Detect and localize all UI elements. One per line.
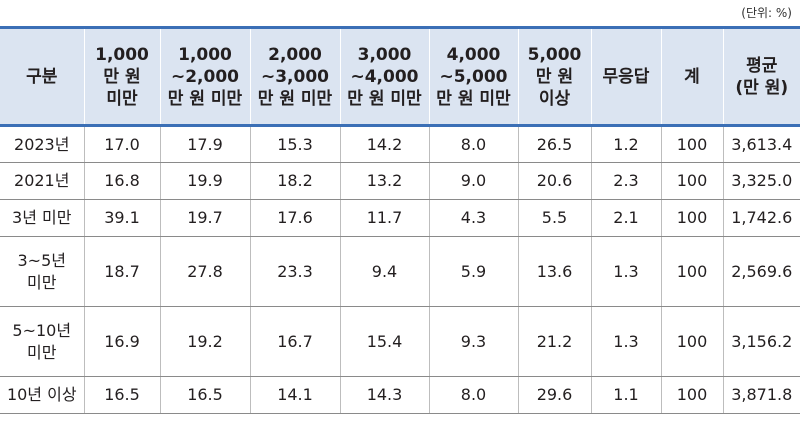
table-cell: 21.2 (517, 306, 591, 377)
table-cell: 100 (660, 306, 723, 377)
table-cell: 4.3 (428, 199, 518, 237)
unit-label: (단위: %) (741, 6, 792, 20)
table-cell: 9.0 (428, 162, 518, 200)
header-under-1000: 1,000 만 원 미만 (83, 26, 160, 127)
table-cell: 18.7 (83, 236, 160, 307)
table-cell: 2.3 (590, 162, 661, 200)
table-cell: 16.7 (249, 306, 340, 377)
table-cell: 19.7 (159, 199, 250, 237)
table-cell: 8.0 (428, 376, 518, 414)
header-2000-3000: 2,000 ~3,000 만 원 미만 (249, 26, 340, 127)
row-label: 5~10년 미만 (0, 306, 84, 377)
table-cell: 16.5 (159, 376, 250, 414)
table-cell: 1.3 (590, 306, 661, 377)
table-row: 10년 이상 16.5 16.5 14.1 14.3 8.0 29.6 1.1 … (0, 376, 800, 414)
table-cell: 11.7 (339, 199, 429, 237)
table-row: 5~10년 미만 16.9 19.2 16.7 15.4 9.3 21.2 1.3… (0, 306, 800, 377)
header-1000-2000: 1,000 ~2,000 만 원 미만 (159, 26, 250, 127)
table-cell: 26.5 (517, 125, 591, 163)
header-average: 평균 (만 원) (722, 26, 800, 127)
table-cell: 23.3 (249, 236, 340, 307)
table-cell: 17.9 (159, 125, 250, 163)
table-cell: 14.3 (339, 376, 429, 414)
table-cell: 1.3 (590, 236, 661, 307)
table-cell: 100 (660, 162, 723, 200)
table-cell: 29.6 (517, 376, 591, 414)
table-cell: 17.0 (83, 125, 160, 163)
row-label: 3년 미만 (0, 199, 84, 237)
table-row: 2021년 16.8 19.9 18.2 13.2 9.0 20.6 2.3 1… (0, 162, 800, 200)
table-cell: 5.9 (428, 236, 518, 307)
row-label: 2021년 (0, 162, 84, 200)
table-cell: 100 (660, 125, 723, 163)
table-cell: 19.9 (159, 162, 250, 200)
table-cell: 15.3 (249, 125, 340, 163)
header-row: 구분 1,000 만 원 미만 1,000 ~2,000 만 원 미만 2,000 ~3,… (0, 26, 800, 127)
table-cell: 2.1 (590, 199, 661, 237)
table-cell: 1,742.6 (722, 199, 800, 237)
table-cell: 15.4 (339, 306, 429, 377)
row-label: 10년 이상 (0, 376, 84, 414)
table-cell: 1.2 (590, 125, 661, 163)
table-cell: 3,871.8 (722, 376, 800, 414)
table-cell: 100 (660, 376, 723, 414)
table-cell: 39.1 (83, 199, 160, 237)
table-cell: 3,156.2 (722, 306, 800, 377)
row-label: 3~5년 미만 (0, 236, 84, 307)
table-cell: 5.5 (517, 199, 591, 237)
table-cell: 14.1 (249, 376, 340, 414)
table-row: 3년 미만 39.1 19.7 17.6 11.7 4.3 5.5 2.1 10… (0, 199, 800, 237)
header-category: 구분 (0, 26, 84, 127)
table-cell: 1.1 (590, 376, 661, 414)
table-cell: 16.5 (83, 376, 160, 414)
table-cell: 3,325.0 (722, 162, 800, 200)
table-row: 2023년 17.0 17.9 15.3 14.2 8.0 26.5 1.2 1… (0, 125, 800, 163)
header-3000-4000: 3,000 ~4,000 만 원 미만 (339, 26, 429, 127)
table-cell: 8.0 (428, 125, 518, 163)
table-cell: 100 (660, 199, 723, 237)
income-distribution-table: 구분 1,000 만 원 미만 1,000 ~2,000 만 원 미만 2,000 ~3,… (0, 26, 800, 414)
header-4000-5000: 4,000 ~5,000 만 원 미만 (428, 26, 518, 127)
table-cell: 9.4 (339, 236, 429, 307)
table-cell: 18.2 (249, 162, 340, 200)
table-cell: 9.3 (428, 306, 518, 377)
table-cell: 100 (660, 236, 723, 307)
header-total: 계 (660, 26, 723, 127)
table-cell: 16.9 (83, 306, 160, 377)
table-row: 3~5년 미만 18.7 27.8 23.3 9.4 5.9 13.6 1.3 1… (0, 236, 800, 307)
table-cell: 19.2 (159, 306, 250, 377)
table-cell: 3,613.4 (722, 125, 800, 163)
table-cell: 2,569.6 (722, 236, 800, 307)
header-over-5000: 5,000 만 원 이상 (517, 26, 591, 127)
header-no-response: 무응답 (590, 26, 661, 127)
table-cell: 17.6 (249, 199, 340, 237)
table-cell: 16.8 (83, 162, 160, 200)
table-cell: 27.8 (159, 236, 250, 307)
table-cell: 14.2 (339, 125, 429, 163)
table-cell: 20.6 (517, 162, 591, 200)
table-cell: 13.2 (339, 162, 429, 200)
table-cell: 13.6 (517, 236, 591, 307)
row-label: 2023년 (0, 125, 84, 163)
